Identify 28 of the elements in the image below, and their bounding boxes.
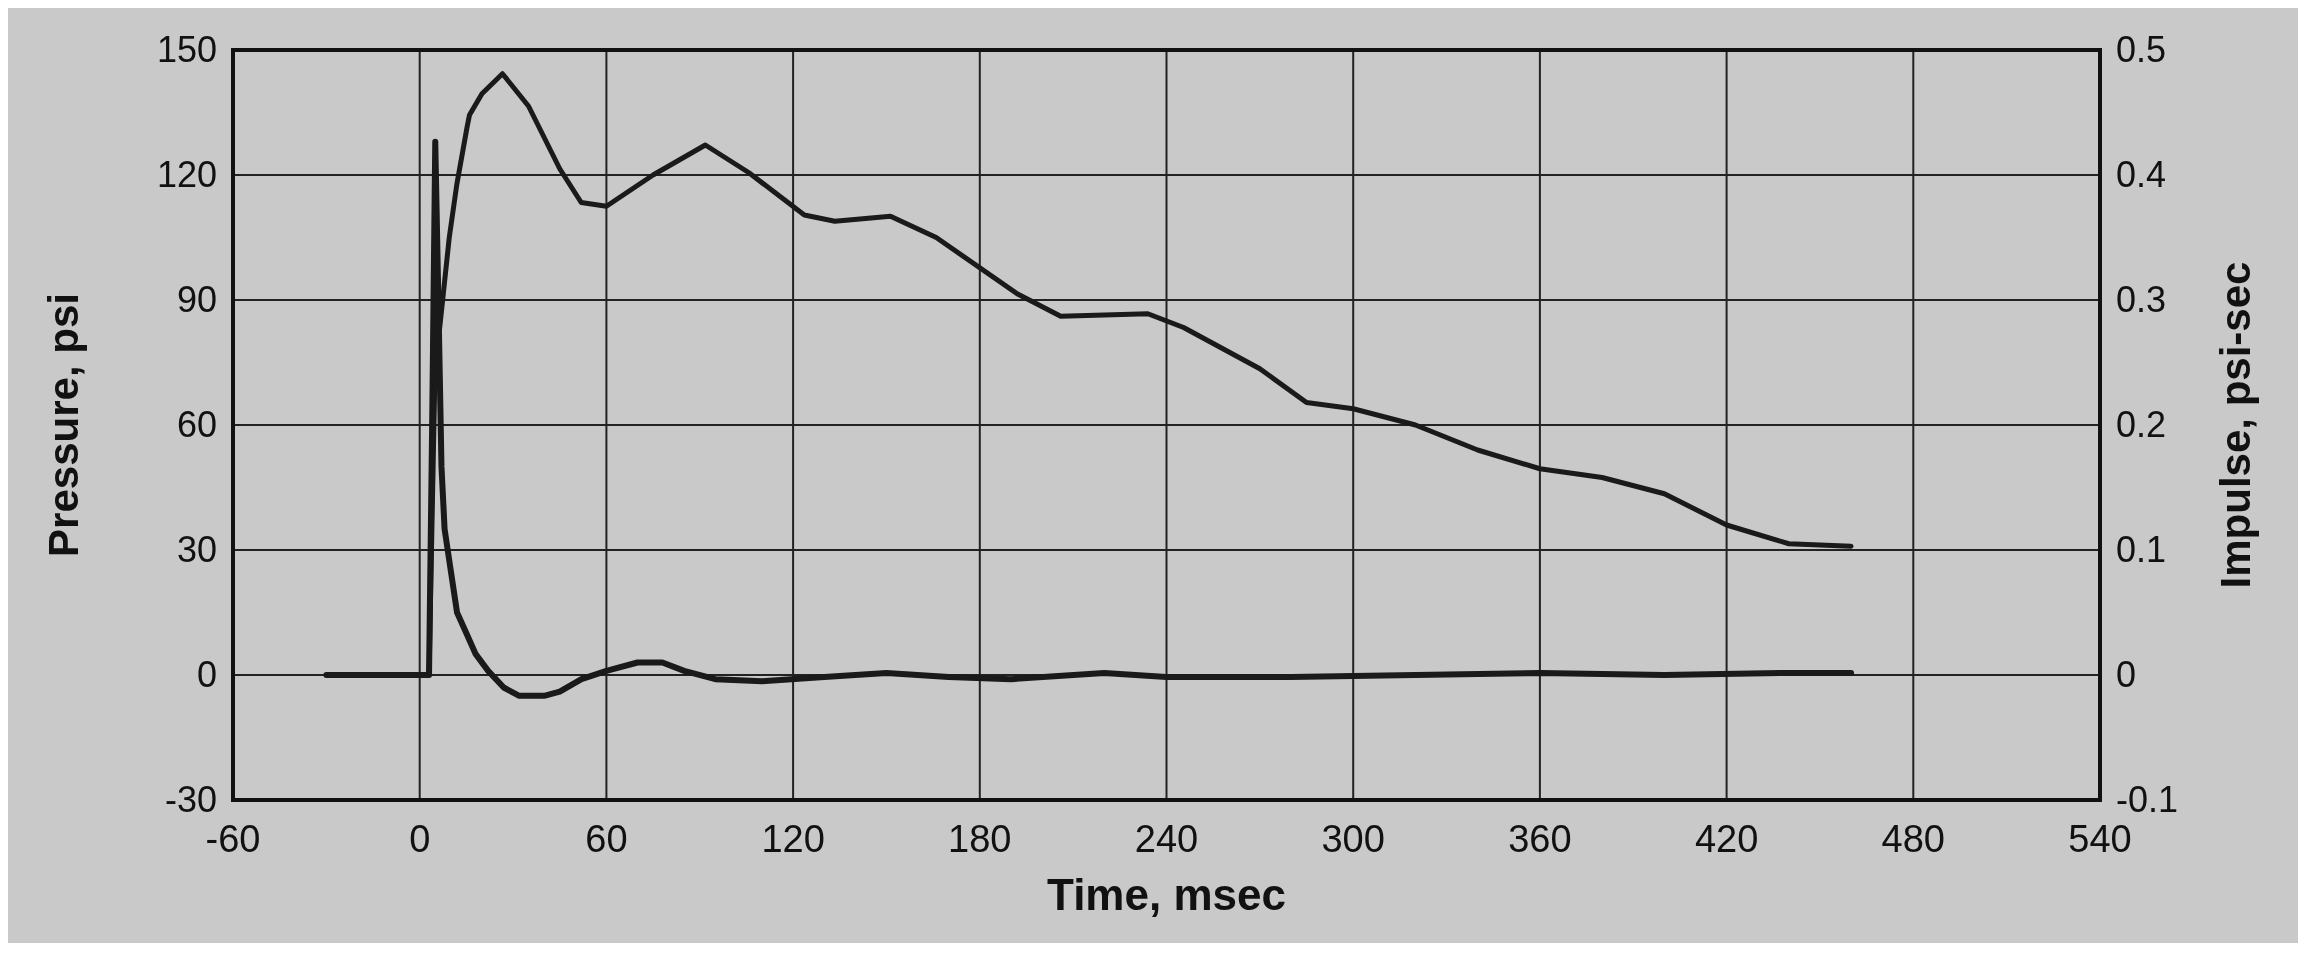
y-axis-title: Pressure, psi — [40, 293, 87, 557]
y-tick-label: 60 — [176, 404, 217, 445]
y2-tick-label: 0.4 — [2116, 154, 2167, 195]
y-tick-label: 0 — [196, 654, 217, 695]
x-axis-title: Time, msec — [1047, 870, 1286, 919]
y-tick-label: 150 — [156, 29, 217, 70]
y-tick-label: 30 — [176, 529, 217, 570]
x-tick-label: 300 — [1321, 818, 1385, 860]
x-tick-label: 0 — [409, 818, 431, 860]
x-tick-label: 360 — [1508, 818, 1572, 860]
y-tick-label: 90 — [176, 279, 217, 320]
x-tick-label: 180 — [948, 818, 1012, 860]
y2-tick-label: 0.1 — [2116, 529, 2167, 570]
y2-tick-label: 0.5 — [2116, 29, 2167, 70]
x-tick-label: 120 — [761, 818, 825, 860]
x-tick-label: 480 — [1881, 818, 1945, 860]
x-tick-label: 420 — [1694, 818, 1759, 860]
y-tick-label: -30 — [164, 779, 217, 820]
y2-tick-label: 0 — [2116, 654, 2137, 695]
x-tick-label: 540 — [2068, 818, 2132, 860]
x-tick-label: 60 — [585, 818, 628, 860]
y2-axis-title: Impulse, psi-sec — [2212, 261, 2259, 589]
y2-tick-label: -0.1 — [2116, 779, 2179, 820]
y-tick-label: 120 — [156, 154, 217, 195]
y2-tick-label: 0.3 — [2116, 279, 2167, 320]
x-tick-label: 240 — [1134, 818, 1199, 860]
x-tick-label: -60 — [205, 818, 261, 860]
y2-tick-label: 0.2 — [2116, 404, 2167, 445]
